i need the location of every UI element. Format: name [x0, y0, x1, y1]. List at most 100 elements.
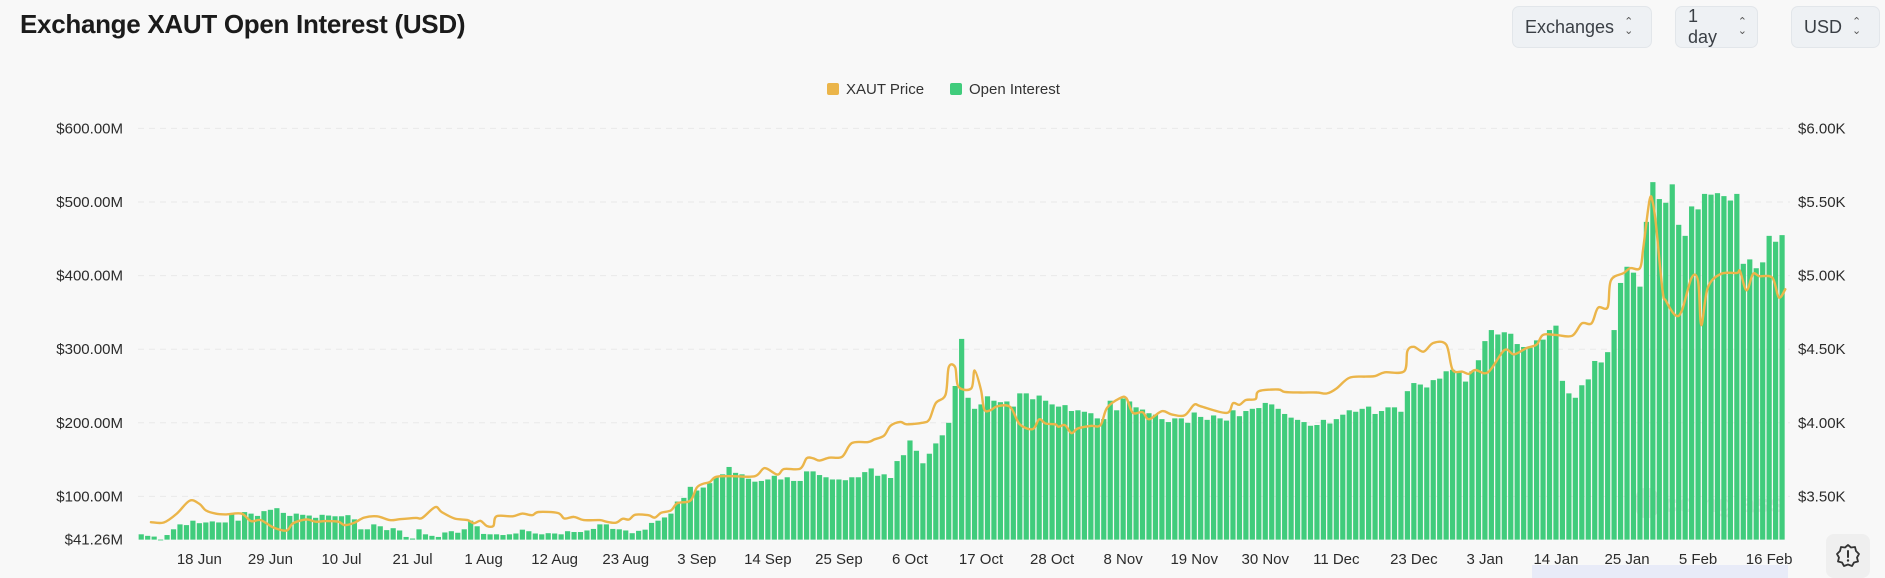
open-interest-bar — [1004, 401, 1010, 540]
x-axis-tick-label: 6 Oct — [892, 551, 929, 568]
open-interest-bar — [978, 404, 984, 540]
open-interest-bar — [1592, 360, 1598, 540]
open-interest-bar — [552, 533, 558, 540]
open-interest-bar — [1689, 206, 1695, 540]
open-interest-bar — [1243, 411, 1249, 540]
open-interest-bar — [1159, 419, 1165, 540]
open-interest-bar — [1676, 224, 1682, 540]
open-interest-bar — [1055, 406, 1062, 540]
open-interest-bar — [261, 511, 267, 540]
open-interest-bar — [1650, 182, 1656, 540]
open-interest-bar — [875, 475, 881, 540]
open-interest-bar — [513, 533, 519, 540]
open-interest-bar — [313, 517, 319, 540]
open-interest-bar — [403, 536, 409, 540]
open-interest-bar — [422, 534, 429, 540]
interval-select[interactable]: 1 day ⌃ ⌄ — [1675, 6, 1758, 48]
open-interest-bar — [907, 440, 913, 540]
open-interest-bar — [1753, 268, 1759, 540]
open-interest-bar — [1178, 418, 1184, 540]
open-interest-bar — [1508, 333, 1514, 540]
x-axis-tick-label: 1 Aug — [464, 551, 502, 568]
open-interest-bar — [145, 535, 151, 540]
open-interest-bar — [364, 529, 370, 540]
legend-item-price[interactable]: XAUT Price — [827, 81, 924, 98]
x-axis-tick-label: 5 Feb — [1679, 551, 1717, 568]
open-interest-bar — [1598, 362, 1604, 540]
open-interest-bar — [1714, 193, 1721, 540]
open-interest-bar — [959, 338, 965, 540]
open-interest-bar — [1391, 407, 1398, 540]
open-interest-bar — [752, 481, 758, 540]
open-interest-bar — [487, 534, 493, 540]
open-interest-bar — [216, 522, 222, 540]
open-interest-bar — [1017, 393, 1023, 540]
open-interest-bar — [1488, 330, 1494, 540]
settings-button[interactable] — [1826, 534, 1870, 578]
chevron-up-down-icon: ⌃ ⌄ — [1737, 16, 1747, 37]
open-interest-bar — [720, 474, 726, 540]
open-interest-bar — [862, 472, 868, 540]
open-interest-bar — [1630, 272, 1637, 540]
open-interest-bar — [1624, 266, 1630, 540]
open-interest-bar — [545, 533, 551, 540]
open-interest-bar — [842, 480, 848, 540]
open-interest-bar — [1727, 200, 1733, 540]
open-interest-bar — [325, 515, 332, 540]
open-interest-bar — [1469, 371, 1475, 540]
open-interest-bar — [1107, 400, 1113, 540]
left-axis-tick-label: $200.00M — [56, 415, 123, 432]
open-interest-bar — [209, 521, 215, 540]
open-interest-bar — [442, 532, 448, 540]
open-interest-bar — [1359, 408, 1365, 540]
currency-select[interactable]: USD ⌃ ⌄ — [1791, 6, 1880, 48]
chevron-up-down-icon: ⌃ ⌄ — [1852, 16, 1862, 37]
open-interest-bar — [1030, 399, 1036, 540]
open-interest-bar — [926, 453, 932, 540]
open-interest-bar — [455, 532, 461, 540]
open-interest-bar — [1553, 325, 1559, 540]
open-interest-bar — [177, 524, 183, 540]
open-interest-bar — [203, 522, 209, 540]
x-axis-tick-label: 21 Jul — [393, 551, 433, 568]
open-interest-bar — [1036, 395, 1042, 540]
open-interest-bar — [1378, 411, 1385, 540]
open-interest-bar — [235, 520, 241, 540]
open-interest-bar — [1572, 397, 1578, 540]
open-interest-bar — [816, 475, 823, 540]
exchanges-select[interactable]: Exchanges ⌃ ⌄ — [1512, 6, 1652, 48]
open-interest-bar — [694, 490, 700, 540]
open-interest-bar — [1075, 410, 1081, 540]
open-interest-bar — [293, 513, 299, 540]
open-interest-bar — [1760, 262, 1766, 540]
open-interest-bar — [1482, 341, 1488, 540]
open-interest-bar — [939, 435, 945, 540]
interval-select-label: 1 day — [1688, 6, 1718, 47]
open-interest-bar — [784, 477, 790, 540]
open-interest-bar — [887, 478, 894, 540]
open-interest-bar — [1152, 414, 1159, 540]
right-axis-tick-label: $5.00K — [1798, 268, 1846, 285]
x-axis-tick-label: 29 Jun — [248, 551, 293, 568]
legend-item-open-interest[interactable]: Open Interest — [950, 81, 1061, 98]
open-interest-bar — [946, 422, 952, 540]
x-axis-tick-label: 18 Jun — [177, 551, 222, 568]
open-interest-bar — [190, 520, 196, 540]
open-interest-bar — [610, 528, 616, 540]
open-interest-bar — [603, 524, 609, 540]
open-interest-bar — [1514, 344, 1520, 540]
open-interest-bar — [571, 532, 577, 540]
open-interest-bar — [1094, 418, 1100, 540]
open-interest-bar — [1088, 413, 1094, 540]
open-interest-bar — [229, 513, 235, 540]
range-slider[interactable] — [1532, 565, 1788, 578]
open-interest-bar — [1540, 339, 1546, 540]
open-interest-bar — [481, 533, 487, 540]
open-interest-bar — [584, 530, 590, 540]
left-axis-tick-label: $600.00M — [56, 120, 123, 137]
open-interest-bar — [732, 472, 739, 540]
open-interest-bar — [1133, 407, 1139, 540]
open-interest-bar — [1346, 410, 1352, 540]
open-interest-bar — [1314, 425, 1320, 540]
open-interest-bar — [1766, 235, 1772, 540]
